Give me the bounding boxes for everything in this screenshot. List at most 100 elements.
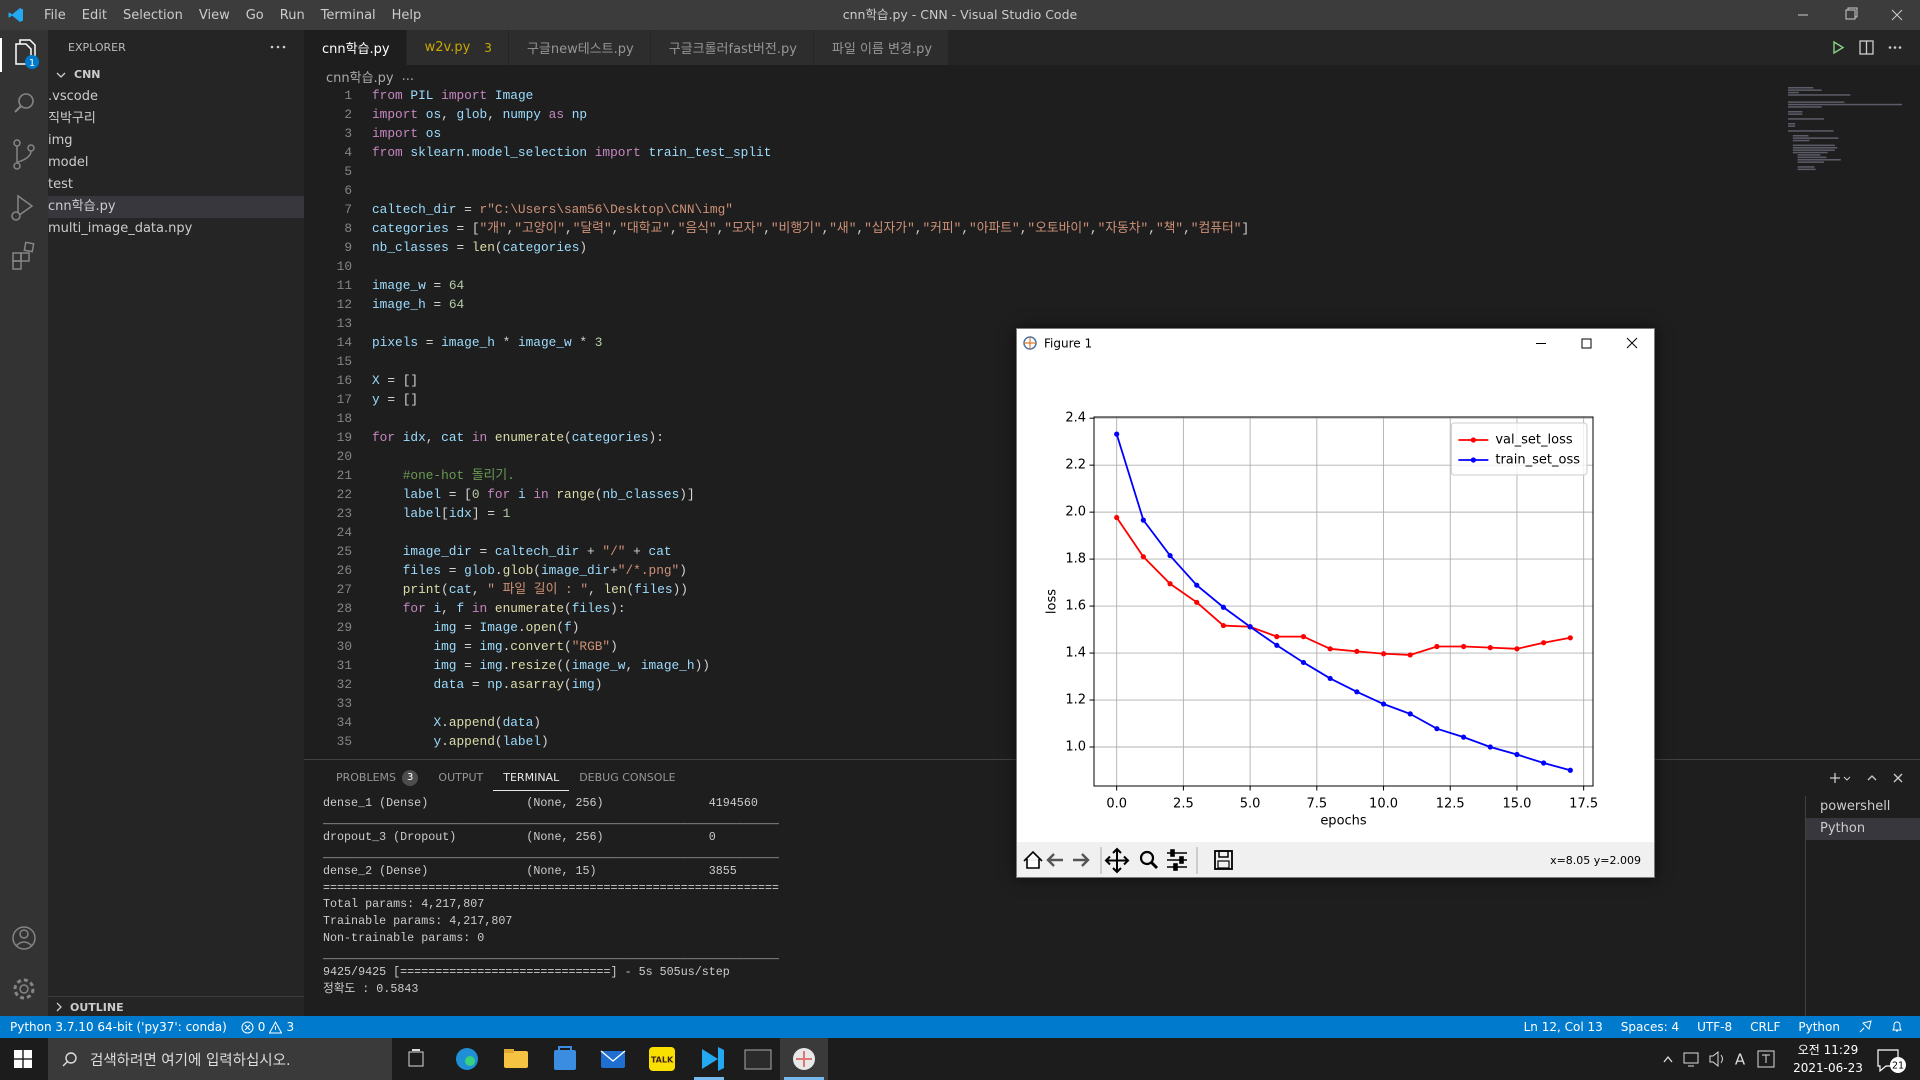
line-number: 32 [336,677,352,692]
code-token: ( [564,430,572,445]
code-token: ( [494,240,503,255]
code-token: . [464,145,472,160]
code-line: 21 #one-hot 돌리기. [304,466,1784,485]
toolbar-buttons[interactable] [1023,847,1233,874]
terminal-session[interactable]: Python [1806,818,1920,840]
figure-icon-detail [1024,337,1036,349]
data-point [1567,635,1573,641]
code-line: 6 [304,181,1784,200]
data-point [1434,726,1440,732]
code-area: 1 from PIL import Image 2 import os, glob, … [304,86,1784,751]
panel-tab[interactable]: PROBLEMS 3 [326,766,428,790]
line-number: 17 [336,392,352,407]
panel-tab[interactable]: TERMINAL [493,766,570,791]
code-token: for [487,487,511,502]
menu-item[interactable]: Help [391,7,422,23]
editor-actions[interactable] [1824,30,1920,65]
cursor-position[interactable]: Ln 12, Col 13 [1523,1020,1603,1034]
code-token: image_h [640,658,695,673]
code-token: = [456,202,480,217]
code-token: print [402,582,442,597]
panel-tab[interactable]: DEBUG CONSOLE [569,766,685,790]
x-axis-label: epochs [1320,814,1367,829]
menu-item[interactable]: Terminal [320,7,376,23]
code-line: 19 for idx, cat in enumerate(categories): [304,428,1784,447]
minimap-line [1797,159,1841,161]
menu-item[interactable]: Edit [81,7,107,23]
explorer-more[interactable] [270,44,286,50]
python-interpreter[interactable]: Python 3.7.10 64-bit ('py37': conda) [10,1020,227,1034]
y-axis-label: loss [1045,589,1060,614]
code-token: (( [556,658,572,673]
end-of-line[interactable]: CRLF [1750,1020,1781,1034]
editor-tab[interactable]: 구글크롤러fast버전.py [650,30,814,65]
editor-tab[interactable]: w2v.py 3 [406,30,509,65]
code-token: * [571,335,595,350]
menu-item[interactable]: View [198,7,230,23]
problems-summary[interactable]: 0 3 [241,1020,294,1034]
code-token [510,487,518,502]
panel-tab-label: OUTPUT [438,771,484,784]
editor-tab[interactable]: 파일 이름 변경.py [813,30,950,65]
taskbar-search[interactable]: 검색하려면 여기에 입력하십시오. [48,1038,392,1080]
notification-center[interactable]: 21 [1874,1046,1908,1074]
code-text: nb_classes = len(categories) [372,238,587,257]
taskbar-apps[interactable]: TALK [400,1038,840,1080]
outline-section[interactable]: OUTLINE [48,996,304,1017]
panel-actions[interactable] [1824,766,1920,790]
data-point [1300,634,1307,640]
code-token: = [448,240,472,255]
activity-bar: 1 [0,30,48,1016]
code-token: = [425,297,449,312]
figure-window-controls[interactable] [1536,337,1638,349]
y-tick-label: 1.4 [1065,646,1086,661]
folder-row[interactable]: img [48,130,304,152]
terminal-session[interactable]: powershell [1806,796,1920,818]
code-token: img [479,658,503,673]
breadcrumb-item[interactable]: ... [401,68,415,84]
system-tray[interactable]: A [1658,1038,1786,1080]
code-token: * [494,335,518,350]
editor-tab[interactable]: cnn학습.py [304,30,407,65]
indentation[interactable]: Spaces: 4 [1620,1020,1680,1034]
code-line: 11 image_w = 64 [304,276,1784,295]
code-token [372,639,433,654]
code-token: sklearn [410,145,465,160]
status-bar: Python 3.7.10 64-bit ('py37': conda) 0 3… [0,1016,1920,1038]
encoding[interactable]: UTF-8 [1697,1020,1733,1034]
x-tick-label: 12.5 [1436,797,1465,812]
feedback-icon[interactable] [1858,1020,1872,1034]
code-token: data [433,677,465,692]
line-number: 25 [336,544,352,559]
notifications-icon[interactable] [1890,1020,1904,1034]
code-line: 16 X = [] [304,371,1784,390]
file-row[interactable]: cnn학습.py [48,196,304,218]
activity-icons[interactable]: 1 [0,30,48,1016]
workspace-root[interactable]: CNN [48,64,304,86]
code-token: i [433,601,442,616]
code-line: 2 import os, glob, numpy as np [304,105,1784,124]
folder-row[interactable]: model [48,152,304,174]
panel-tab-badge: 3 [402,770,419,786]
menu-item[interactable]: Run [279,7,305,23]
menu-item[interactable]: File [44,7,66,23]
folder-row[interactable]: 직박구리 [48,108,304,130]
file-row[interactable]: multi_image_data.npy [48,218,304,240]
minimap-line [1788,118,1824,120]
code-token: Image [494,88,534,103]
folder-row[interactable]: test [48,174,304,196]
clock[interactable]: 오전 11:29 2021-06-23 [1786,1041,1870,1077]
window-controls[interactable] [1780,0,1920,30]
menu-item[interactable]: Selection [122,7,183,23]
code-token: range [556,487,595,502]
start-button[interactable] [14,1050,32,1068]
line-number: 5 [344,164,352,179]
breadcrumb-item[interactable]: cnn학습.py [326,70,394,86]
folder-row[interactable]: .vscode [48,86,304,108]
language-mode[interactable]: Python [1798,1020,1840,1034]
code-line: 28 for i, f in enumerate(files): [304,599,1784,618]
menu-item[interactable]: Go [245,7,264,23]
editor-tab[interactable]: 구글new테스트.py [508,30,651,65]
code-token: ( [626,582,635,597]
panel-tab[interactable]: OUTPUT [428,766,493,790]
